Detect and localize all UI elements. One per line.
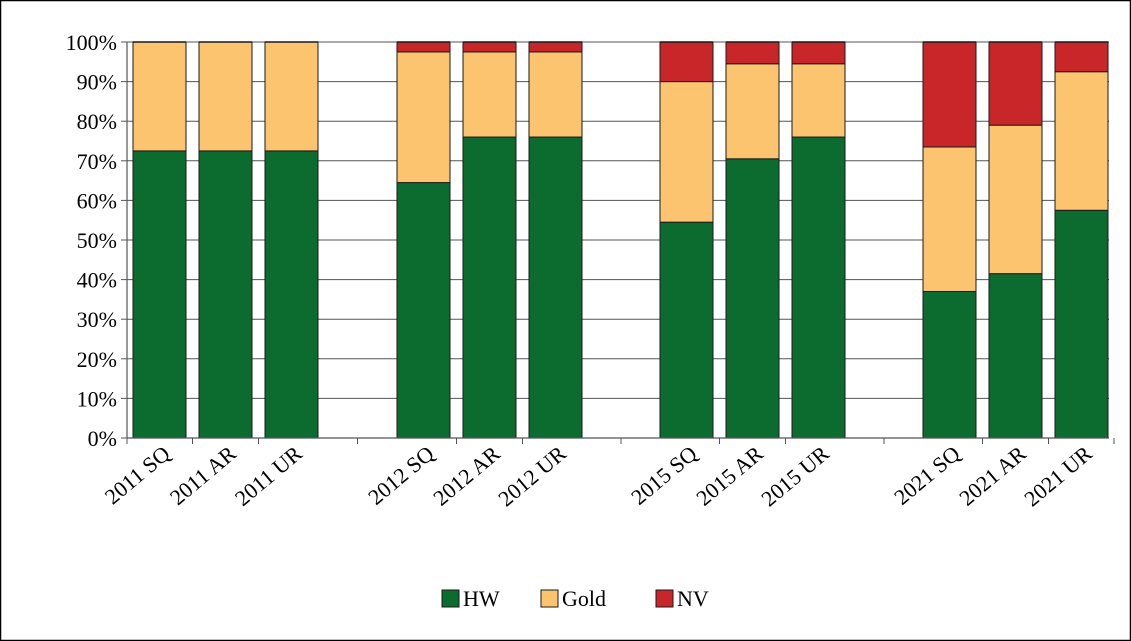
- bar-segment-hw: [659, 221, 714, 439]
- bar-segment-gold: [198, 41, 253, 152]
- bar-segment-hw: [922, 290, 977, 439]
- bar-segment-gold: [462, 51, 517, 138]
- bar-segment-hw: [462, 136, 517, 439]
- y-tick-label: 10%: [77, 386, 117, 411]
- y-tick-label: 0%: [88, 426, 117, 451]
- bar-segment-hw: [132, 150, 187, 439]
- bar-segment-nv: [922, 41, 977, 148]
- y-tick-label: 90%: [77, 70, 117, 95]
- bar-segment-gold: [396, 51, 451, 184]
- legend-swatch-hw: [441, 589, 460, 608]
- legend: HW Gold NV: [441, 586, 709, 611]
- legend-label-nv: NV: [677, 586, 709, 611]
- y-tick-label: 60%: [77, 188, 117, 213]
- bar-segment-hw: [396, 182, 451, 439]
- bar-segment-gold: [528, 51, 583, 138]
- bar-segment-gold: [132, 41, 187, 152]
- bar-segment-nv: [396, 41, 451, 53]
- bar-segment-nv: [1054, 41, 1109, 73]
- bar-segment-gold: [1054, 71, 1109, 211]
- bar-segment-hw: [198, 150, 253, 439]
- bar-segment-nv: [528, 41, 583, 53]
- axes: [121, 41, 1115, 444]
- bar-segment-hw: [725, 158, 780, 439]
- y-tick-label: 50%: [77, 228, 117, 253]
- bars: [132, 41, 1109, 439]
- legend-label-gold: Gold: [562, 586, 606, 611]
- bar-segment-hw: [528, 136, 583, 439]
- y-tick-label: 70%: [77, 149, 117, 174]
- legend-swatch-nv: [655, 589, 674, 608]
- y-tick-label: 40%: [77, 268, 117, 293]
- y-tick-label: 30%: [77, 307, 117, 332]
- bar-segment-gold: [791, 63, 846, 138]
- bar-segment-hw: [988, 273, 1043, 439]
- bar-segment-hw: [1054, 209, 1109, 439]
- bar-segment-nv: [791, 41, 846, 65]
- bar-segment-gold: [659, 81, 714, 223]
- bar-segment-nv: [988, 41, 1043, 126]
- bar-segment-gold: [264, 41, 319, 152]
- bar-segment-gold: [922, 146, 977, 292]
- bar-segment-nv: [659, 41, 714, 83]
- bar-segment-nv: [462, 41, 517, 53]
- bar-segment-gold: [988, 124, 1043, 275]
- bar-segment-hw: [791, 136, 846, 439]
- bar-segment-gold: [725, 63, 780, 160]
- legend-label-hw: HW: [463, 586, 500, 611]
- legend-swatch-gold: [540, 589, 559, 608]
- bar-segment-hw: [264, 150, 319, 439]
- y-tick-label: 20%: [77, 347, 117, 372]
- y-tick-label: 100%: [66, 30, 117, 55]
- bar-segment-nv: [725, 41, 780, 65]
- y-tick-label: 80%: [77, 109, 117, 134]
